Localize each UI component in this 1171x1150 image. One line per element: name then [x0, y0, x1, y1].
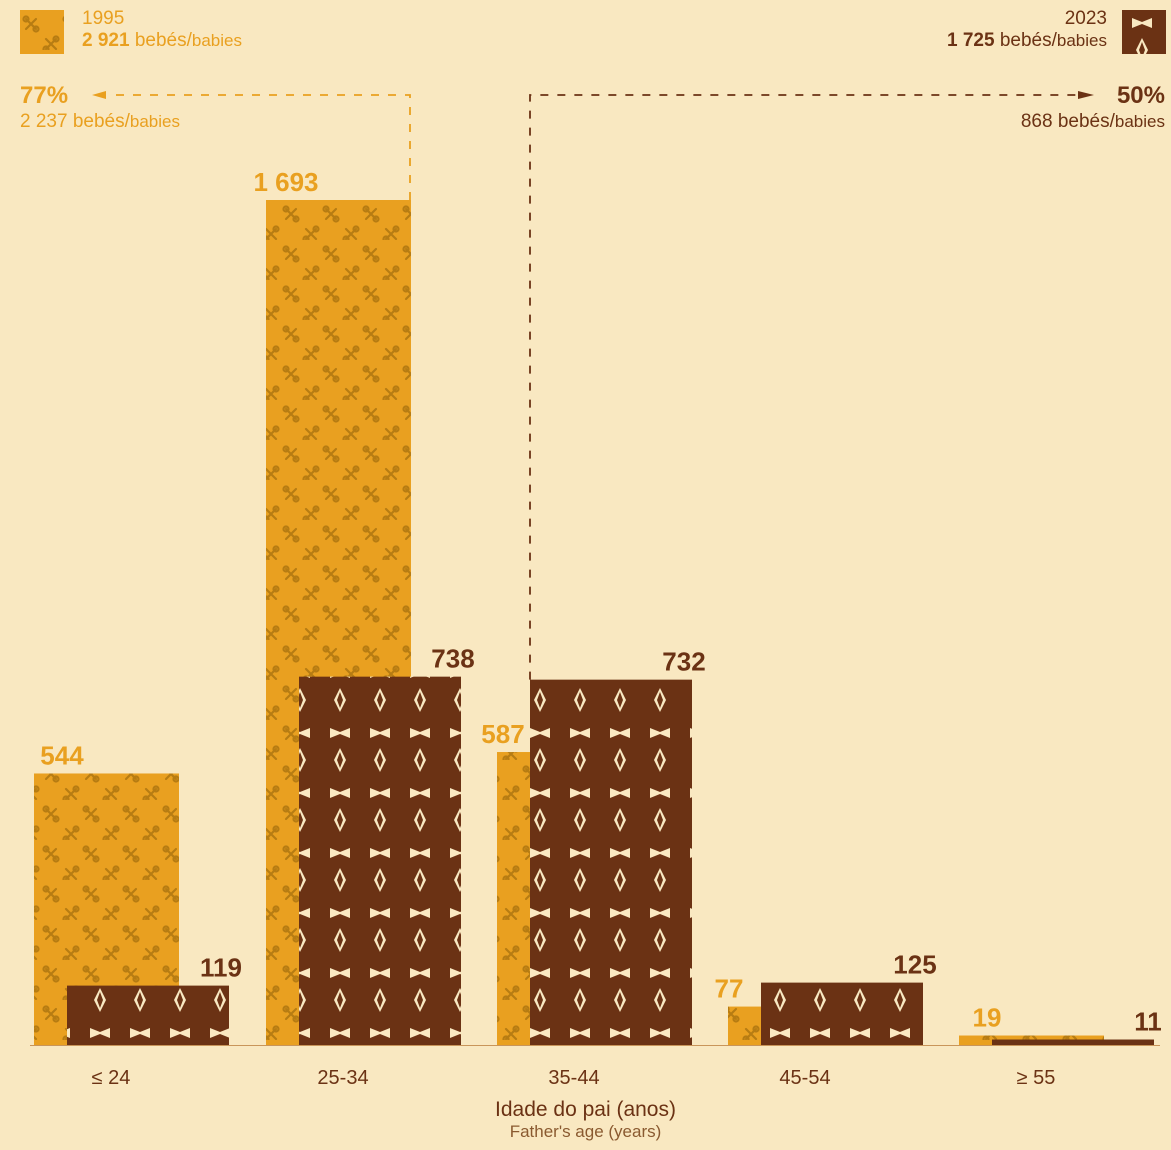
callout-arrow-2023 [1078, 91, 1094, 99]
callout-line-2023 [529, 94, 1078, 680]
callout-1995: 77% 2 237 bebés/babies [20, 82, 180, 134]
legend-2023-year: 2023 [1064, 8, 1107, 29]
callout-1995-unit-pt: bebés/ [72, 110, 130, 132]
x-tick-label-4: ≥ 55 [1017, 1067, 1056, 1089]
data-label-2023-1: 738 [431, 644, 474, 674]
data-label-1995-0: 544 [40, 740, 84, 770]
callout-1995-percent: 77% [20, 82, 69, 109]
x-axis-title-pt: Idade do pai (anos) [495, 1098, 676, 1121]
bar-2023-0 [67, 985, 229, 1045]
legend-2023-unit-pt: bebés/ [999, 29, 1057, 51]
legend-1995-year: 1995 [82, 8, 125, 29]
callout-2023-percent: 50% [1116, 82, 1165, 109]
bar-2023-1 [299, 676, 461, 1045]
callout-1995-count: 2 237 [20, 110, 68, 132]
x-axis-title: Idade do pai (anos) Father's age (years) [0, 1098, 1171, 1142]
data-label-2023-3: 125 [893, 950, 936, 980]
x-tick-label-3: 45-54 [779, 1067, 830, 1089]
callout-lines [92, 91, 1094, 680]
x-tick-label-2: 35-44 [548, 1067, 599, 1089]
legend-swatch-1995 [20, 10, 64, 54]
callout-line-1995 [112, 94, 411, 200]
data-label-1995-3: 77 [715, 974, 744, 1004]
bar-2023-3 [761, 982, 923, 1045]
legend-2023-unit-en: babies [1056, 30, 1107, 50]
callout-2023-count: 868 [1020, 110, 1053, 132]
data-label-1995-4: 19 [973, 1003, 1002, 1033]
bar-2023-2 [530, 679, 692, 1045]
x-axis-title-en: Father's age (years) [509, 1122, 662, 1141]
legend-1995-total: 2 921 [82, 29, 130, 51]
legend-2023-total: 1 725 [947, 29, 995, 51]
data-label-1995-1: 1 693 [253, 167, 318, 197]
callout-arrow-1995 [92, 91, 106, 99]
callout-2023-unit-en: babies [1114, 111, 1165, 131]
legend-1995-unit-en: babies [191, 30, 242, 50]
data-label-2023-0: 119 [200, 953, 242, 983]
x-tick-label-1: 25-34 [317, 1067, 368, 1089]
callout-2023: 50% 868 bebés/babies [1021, 82, 1165, 134]
data-label-2023-2: 732 [662, 647, 705, 677]
bar-2023-4 [992, 1039, 1154, 1045]
callout-2023-unit-pt: bebés/ [1057, 110, 1115, 132]
legend-2023: 2023 1 725 bebés/babies [947, 8, 1107, 52]
legend-1995: 1995 2 921 bebés/babies [82, 8, 242, 52]
x-tick-label-0: ≤ 24 [92, 1067, 131, 1089]
data-label-2023-4: 11 [1134, 1007, 1162, 1037]
legend-1995-unit-pt: bebés/ [134, 29, 192, 51]
legend-swatch-2023 [1122, 10, 1166, 54]
data-label-1995-2: 587 [481, 719, 524, 749]
callout-1995-unit-en: babies [129, 111, 180, 131]
